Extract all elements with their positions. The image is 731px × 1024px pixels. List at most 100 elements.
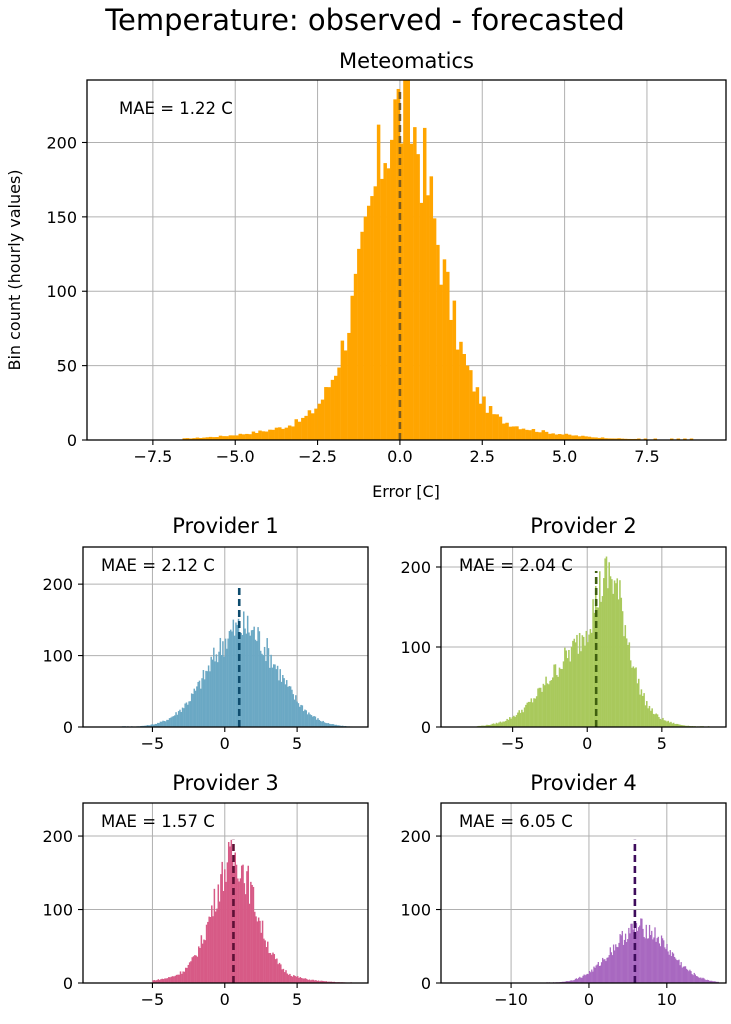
histogram-bar (195, 437, 200, 440)
histogram-bar (576, 979, 579, 983)
histogram-bar (508, 426, 513, 440)
x-tick-label: −10 (494, 990, 528, 1009)
histogram-bar (556, 675, 558, 727)
histogram-bar (396, 88, 401, 441)
histogram-bar (494, 724, 496, 727)
histogram-bar (659, 718, 661, 727)
histogram-bar (282, 675, 284, 727)
histogram-bar (621, 611, 624, 727)
histogram-bar (505, 422, 509, 440)
histogram-bar (257, 917, 260, 983)
histogram-bar (548, 433, 552, 440)
histogram-bar (304, 415, 308, 440)
x-tick-label: 0 (220, 734, 230, 753)
histogram-bar (353, 273, 358, 440)
histogram-bar (544, 431, 549, 440)
histogram-bar (224, 638, 227, 727)
histogram-bar (253, 626, 255, 727)
histogram-bar (484, 725, 487, 727)
histogram-bar (248, 903, 251, 983)
histogram-bar (623, 939, 626, 983)
histogram-bar (330, 981, 333, 983)
histogram-bar (586, 642, 589, 727)
histogram-bar (186, 967, 188, 983)
histogram-bar (323, 981, 325, 983)
histogram-bar (569, 980, 571, 983)
histogram-bar (220, 874, 222, 983)
histogram-bar (161, 978, 164, 983)
histogram-bar (554, 664, 557, 727)
histogram-bar (681, 967, 683, 983)
histogram-bar (588, 970, 591, 983)
histogram-bar (281, 969, 283, 983)
histogram-bar (393, 99, 397, 440)
histogram-bar (706, 979, 708, 983)
histogram-bar (278, 962, 281, 983)
histogram-bar (670, 438, 674, 440)
histogram-bar (632, 929, 634, 983)
histogram-bar (261, 653, 263, 727)
histogram-bar (567, 434, 572, 440)
histogram-bar (654, 714, 656, 727)
histogram-bar (341, 725, 344, 727)
histogram-bar (640, 689, 643, 727)
histogram-bar (214, 911, 217, 983)
x-tick-label: −7.5 (133, 447, 172, 466)
histogram-bar (620, 438, 625, 440)
y-tick-label: 0 (421, 718, 431, 737)
histogram-bar (651, 708, 653, 727)
histogram-bar (192, 438, 196, 440)
histogram-bar (206, 671, 209, 727)
histogram-bar (575, 978, 578, 983)
histogram-bar (700, 977, 702, 983)
histogram-bar (426, 195, 430, 440)
histogram-bar (598, 965, 601, 983)
histogram-bar (185, 702, 188, 727)
histogram-bar (478, 403, 483, 440)
histogram-bar (613, 580, 616, 727)
histogram-bar (683, 438, 687, 440)
histogram-bar (592, 599, 594, 727)
histogram-bar (297, 421, 302, 440)
histogram-bar (589, 629, 592, 727)
histogram-bar (229, 846, 231, 983)
histogram-bar (254, 432, 259, 440)
histogram-bar (669, 950, 671, 983)
x-tick-label: −5.0 (216, 447, 255, 466)
histogram-bar (603, 959, 605, 983)
histogram-bar (617, 947, 619, 983)
histogram-bar (167, 719, 169, 727)
histogram-bar (284, 427, 289, 440)
histogram-bar (574, 435, 578, 440)
histogram-bar (618, 942, 620, 983)
histogram-bar (300, 977, 303, 983)
histogram-bar (201, 678, 203, 727)
histogram-bar (406, 80, 410, 440)
histogram-bar (626, 942, 628, 983)
histogram-bar (248, 632, 250, 727)
histogram-bar (582, 975, 584, 983)
histogram-bar (574, 642, 577, 727)
histogram-bar (156, 979, 158, 983)
histogram-bar (629, 660, 632, 727)
histogram-bar (531, 428, 536, 440)
histogram-bar (668, 722, 671, 727)
histogram-bar (222, 436, 226, 440)
histogram-bar (517, 712, 519, 727)
histogram-bar (198, 946, 200, 983)
histogram-bar (250, 881, 252, 983)
histogram-bar (285, 680, 288, 727)
histogram-bar (705, 979, 707, 983)
histogram-bar (599, 571, 601, 727)
histogram-bar (350, 295, 354, 440)
histogram-bar (168, 977, 170, 983)
histogram-bar (637, 678, 640, 727)
histogram-bar (442, 259, 447, 440)
histogram-bar (594, 437, 598, 440)
axes-frame (82, 546, 369, 728)
histogram-bar (227, 638, 229, 727)
histogram-bar (585, 974, 587, 983)
histogram-bar (568, 649, 570, 727)
histogram-bar (643, 936, 645, 983)
histogram-bar (584, 436, 588, 440)
